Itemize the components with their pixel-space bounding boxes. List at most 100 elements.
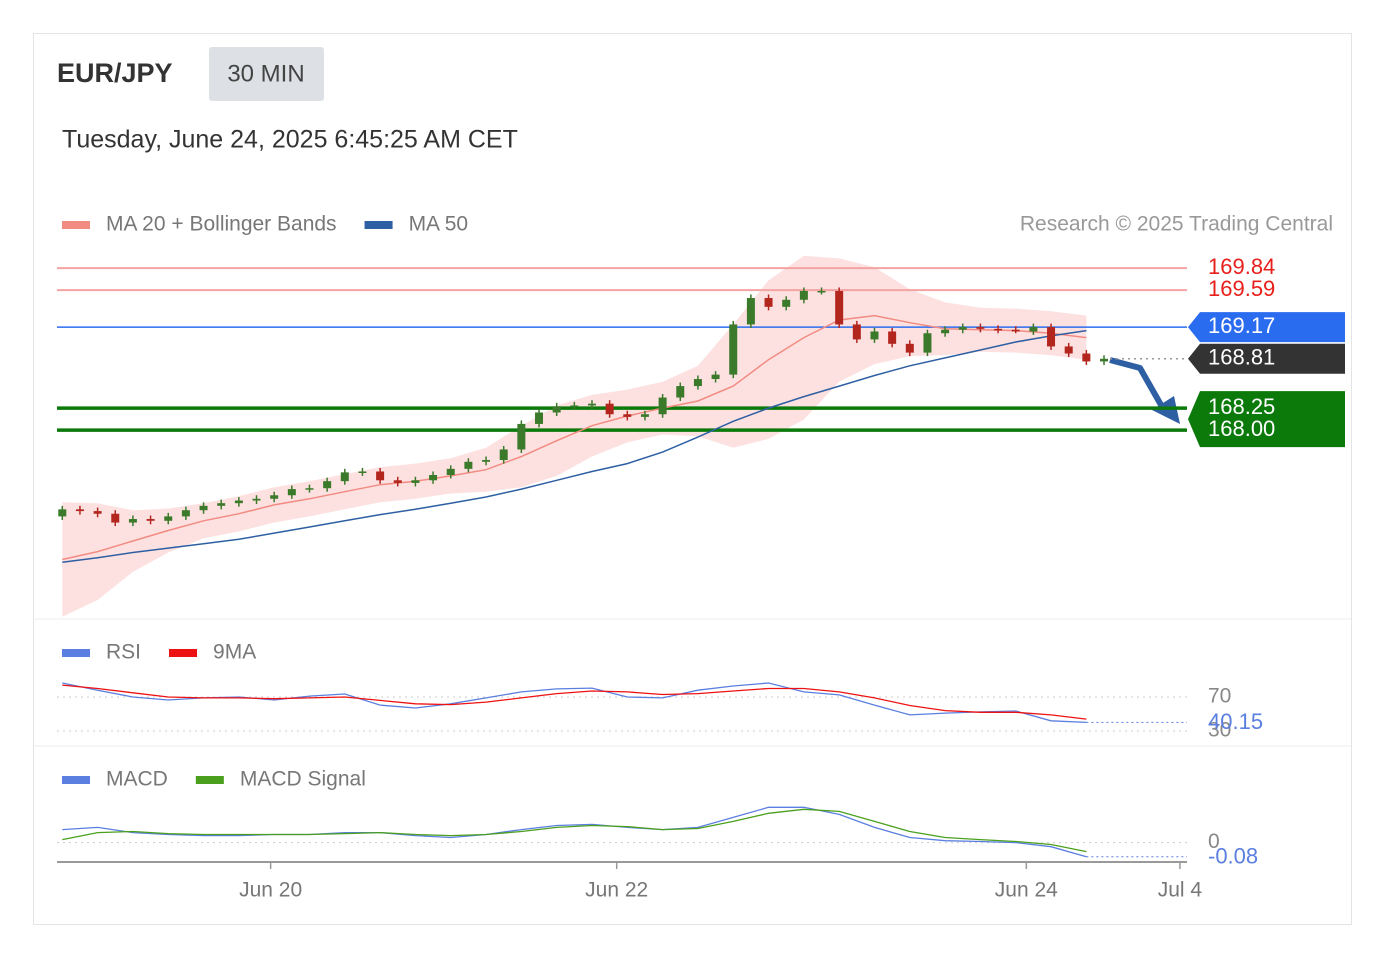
candle-body [517, 423, 526, 450]
candle-body [234, 500, 243, 504]
candle-body [976, 327, 985, 329]
support-tag [1188, 391, 1345, 448]
candle-body [994, 328, 1003, 331]
legend-swatch [62, 649, 90, 657]
legend-swatch [195, 776, 224, 784]
x-tick-label: Jun 24 [995, 879, 1058, 902]
interval-button[interactable] [209, 47, 324, 101]
resistance-label: 169.59 [1208, 276, 1275, 301]
legend-swatch [62, 776, 90, 784]
ma-line [62, 314, 1087, 561]
candle-body [128, 519, 137, 523]
symbol: EUR/JPY [57, 58, 173, 88]
legend-label: 9MA [213, 641, 256, 664]
interval[interactable]: 30 MIN [227, 60, 304, 87]
candle-body [482, 460, 491, 462]
x-tick-label: Jul 4 [1158, 879, 1203, 902]
candle-body [75, 509, 84, 512]
candle-body [870, 331, 879, 340]
indicator-line [62, 808, 1087, 853]
y-tick-label: 70 [1208, 685, 1231, 708]
candle-body [93, 511, 102, 514]
card [33, 33, 1352, 925]
candle-body [605, 403, 614, 415]
candle-body [570, 405, 579, 407]
candle-body [1029, 327, 1038, 332]
indicator-line [62, 806, 1087, 858]
candle-body [429, 475, 438, 481]
legend-label: RSI [106, 641, 141, 664]
candle-body [305, 488, 314, 490]
legend-label: MACD Signal [240, 768, 366, 791]
bollinger-band [62, 255, 1087, 617]
candle-body [164, 516, 173, 521]
candle-body [552, 406, 561, 413]
candle-body [146, 519, 155, 521]
candle-body [799, 290, 808, 300]
candle-body [1011, 329, 1020, 332]
candle-body [782, 299, 791, 307]
x-tick-label: Jun 22 [585, 879, 648, 902]
resistance-label: 169.84 [1208, 254, 1275, 279]
support-label: 168.25 [1208, 394, 1275, 419]
candle-body [217, 503, 226, 506]
candle-body [746, 298, 755, 325]
candle-body [340, 472, 349, 482]
candle-body [535, 412, 544, 424]
candle-body [376, 471, 385, 481]
current-value-label: 40.15 [1208, 709, 1263, 734]
candle-body [1100, 358, 1109, 362]
candle-body [1047, 327, 1056, 347]
candle-body [358, 471, 367, 473]
candle-body [764, 298, 773, 307]
candle-body [852, 324, 861, 340]
ma-line [62, 329, 1087, 563]
candle-body [923, 333, 932, 353]
legend-swatch [364, 221, 393, 229]
candle-body [958, 327, 967, 330]
forecast-arrow [1109, 357, 1168, 414]
current-value-label: -0.08 [1208, 844, 1258, 869]
candle-body [199, 505, 208, 511]
candle-body [711, 374, 720, 380]
candle-body [941, 329, 950, 334]
legend-label: MA 20 + Bollinger Bands [106, 213, 337, 236]
candle-body [676, 386, 685, 398]
legend-label: MACD [106, 768, 168, 791]
y-tick-label: 0 [1208, 830, 1220, 853]
candle-body [499, 449, 508, 461]
candle-body [393, 480, 402, 483]
indicator-line [62, 682, 1087, 724]
candle-body [658, 397, 667, 415]
candle-body [58, 509, 67, 517]
x-tick-label: Jun 20 [239, 879, 302, 902]
support-label: 168.00 [1208, 416, 1275, 441]
candle-body [693, 379, 702, 387]
pivot-tag [1188, 312, 1345, 343]
legend-swatch [169, 649, 198, 657]
forecast-arrow-head [1152, 396, 1180, 424]
candle-body [287, 489, 296, 496]
candle-body [817, 290, 826, 293]
candle-body [835, 290, 844, 325]
candle-body [888, 331, 897, 344]
candle-body [252, 498, 261, 501]
source: Research © 2025 Trading Central [1020, 213, 1333, 236]
candle-body [587, 403, 596, 406]
timestamp: Tuesday, June 24, 2025 6:45:25 AM CET [62, 126, 518, 154]
candle-body [411, 480, 420, 483]
y-tick-label: 30 [1208, 719, 1231, 742]
candle-body [905, 343, 914, 353]
candle-body [640, 414, 649, 417]
candle-body [181, 510, 190, 517]
candle-body [1082, 353, 1091, 362]
pivot-label: 169.17 [1208, 313, 1275, 338]
candle-body [1064, 346, 1073, 354]
candle-body [111, 513, 120, 523]
last-price-label: 168.81 [1208, 345, 1275, 370]
candle-body [270, 495, 279, 499]
indicator-panel: 0-0.08 [57, 806, 1258, 869]
candle-body [323, 481, 332, 489]
